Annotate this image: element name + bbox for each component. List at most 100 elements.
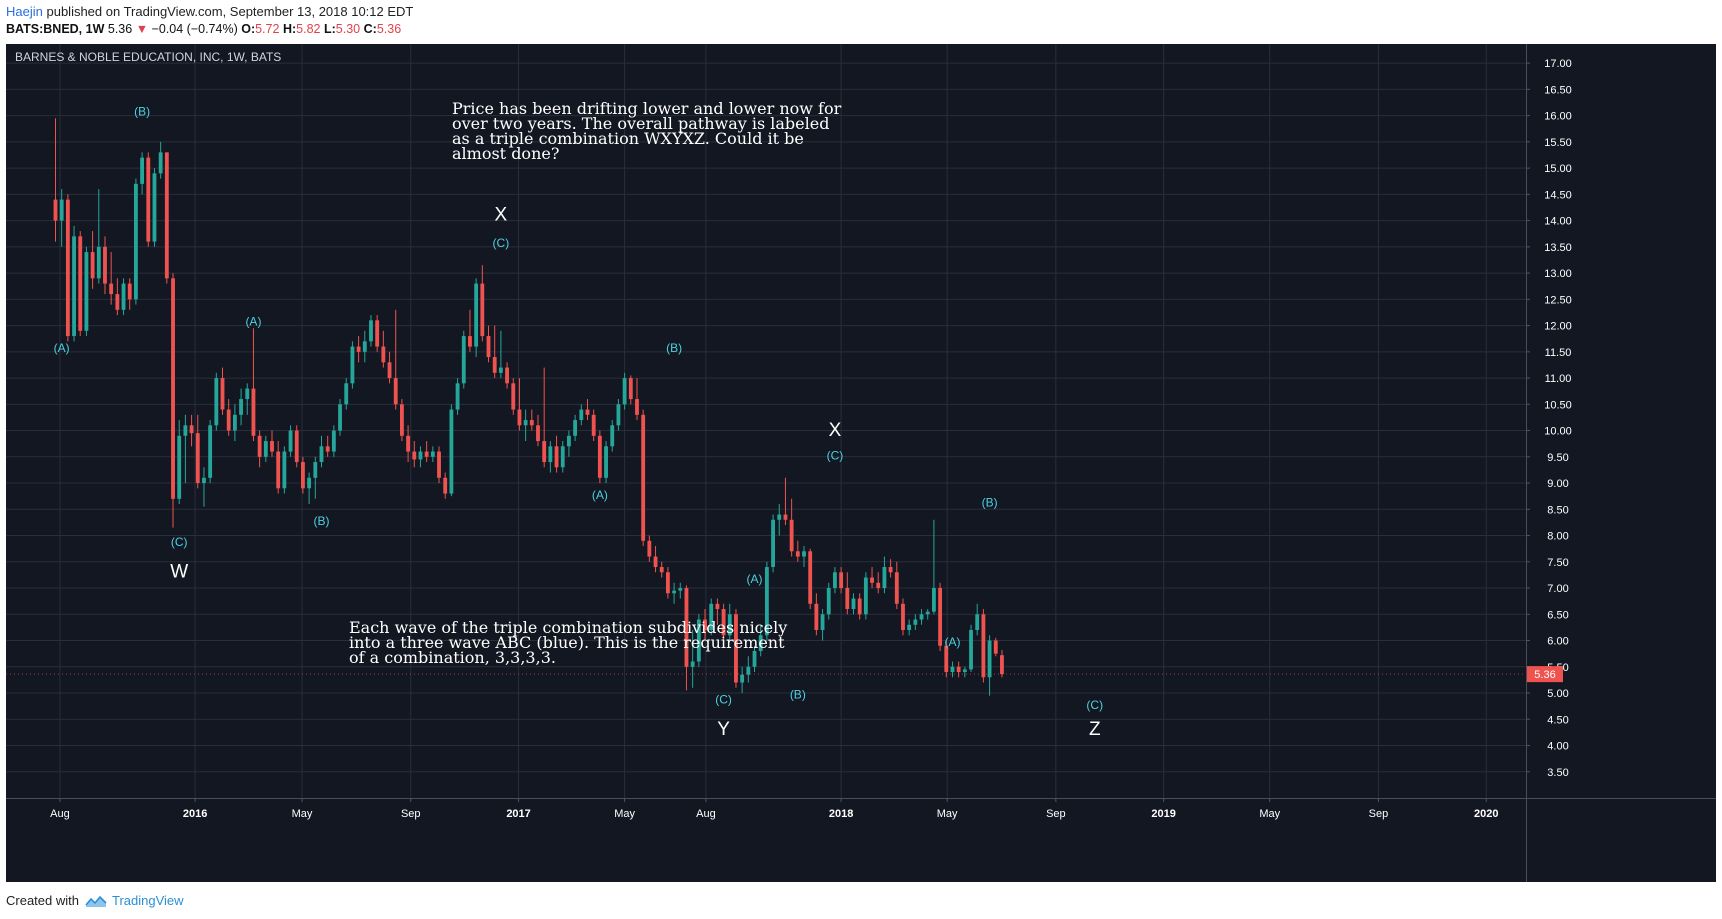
open-label: O:	[241, 22, 256, 36]
annotation-line: Each wave of the triple combination subd…	[349, 618, 787, 637]
candle-body	[202, 477, 206, 484]
x-tick-label: May	[292, 808, 313, 820]
wave-label-minor: (C)	[493, 236, 510, 250]
candle-body	[863, 577, 868, 615]
high-value: 5.82	[296, 22, 321, 36]
candle-body	[387, 362, 392, 379]
candle-body	[616, 404, 621, 426]
y-tick-label: 4.50	[1547, 714, 1568, 726]
candle-body	[307, 477, 312, 489]
candle-body	[876, 582, 881, 589]
candle-body	[703, 619, 707, 631]
candle-body	[777, 514, 782, 520]
x-tick-label: 2016	[183, 808, 207, 820]
candle-body	[171, 278, 175, 499]
candle-body	[740, 674, 745, 683]
candle-body	[969, 630, 973, 670]
price-chart[interactable]: (A) (B) (C) W (A) (B) (C) X (A) (B) (C) Y (A) (B) (C) X…	[6, 44, 1716, 882]
y-tick-label: 16.00	[1544, 111, 1572, 123]
candle-body	[573, 420, 578, 436]
candle-body	[344, 383, 349, 405]
candle-body	[486, 336, 491, 358]
y-tick-label: 4.00	[1547, 741, 1568, 753]
candle-body	[183, 425, 188, 436]
annotation-line: Price has been drifting lower and lower …	[452, 99, 842, 118]
candle-body	[517, 409, 522, 426]
candle-body	[103, 246, 107, 284]
y-tick-label: 16.50	[1544, 84, 1572, 96]
wave-label-minor: (C)	[171, 535, 188, 549]
wave-label-minor: (C)	[1086, 698, 1103, 712]
low-value: 5.30	[335, 22, 361, 36]
candle-body	[795, 551, 800, 557]
author-link[interactable]: Haejin	[6, 4, 43, 19]
candle-body	[752, 651, 757, 667]
candle-body	[597, 435, 602, 478]
candle-body	[554, 446, 559, 468]
candle-body	[399, 404, 404, 436]
annotation-note-top: Price has been drifting lower and lower …	[452, 99, 842, 163]
candle-body	[975, 614, 980, 631]
candle-body	[369, 320, 373, 342]
wave-label-minor: (C)	[715, 693, 732, 707]
y-tick-label: 14.50	[1544, 189, 1572, 201]
chart-frame[interactable]: (A) (B) (C) W (A) (B) (C) X (A) (B) (C) Y (A) (B) (C) X…	[6, 44, 1716, 882]
candle-body	[263, 441, 268, 457]
candle-body	[72, 236, 76, 337]
candle-body	[635, 399, 639, 415]
candle-body	[857, 598, 862, 615]
candle-body	[331, 430, 336, 452]
candle-body	[78, 236, 83, 331]
candle-body	[839, 572, 844, 589]
candle-body	[734, 614, 738, 683]
wave-label-minor: (B)	[666, 341, 682, 355]
price-change: −0.04 (−0.74%)	[151, 22, 238, 36]
candle-body	[820, 614, 825, 631]
candle-body	[771, 519, 775, 568]
candle-body	[610, 425, 615, 447]
candle-body	[919, 614, 924, 620]
symbol-label: BATS:BNED, 1W	[6, 22, 105, 36]
candle-body	[443, 477, 448, 494]
candle-body	[214, 378, 219, 426]
candle-body	[381, 346, 386, 363]
candle-body	[140, 157, 145, 184]
y-tick-label: 12.00	[1544, 321, 1572, 333]
price-axis[interactable]: 3.504.004.505.005.506.006.507.007.508.00…	[6, 44, 1572, 882]
candle-body	[511, 383, 516, 410]
y-tick-label: 15.00	[1544, 163, 1572, 175]
wave-label-minor: (A)	[747, 572, 763, 586]
candle-body	[746, 666, 751, 675]
candle-body	[449, 409, 454, 494]
x-tick-label: Aug	[50, 808, 70, 820]
publish-info: Haejin published on TradingView.com, Sep…	[6, 4, 413, 19]
candle-body	[696, 619, 701, 662]
candle-body	[894, 572, 899, 604]
candle-body	[59, 199, 64, 221]
y-tick-label: 17.00	[1544, 58, 1572, 70]
candle-body	[641, 414, 646, 541]
candle-body	[653, 556, 658, 568]
candle-body	[239, 399, 243, 415]
time-axis[interactable]: Aug 2016 May Sep 2017 May Aug 2018 May Sep 2019 May…	[6, 798, 1716, 820]
candle-body	[498, 367, 503, 373]
candle-body	[146, 157, 151, 242]
wave-label-major: X	[829, 420, 842, 441]
wave-label-minor: (A)	[592, 488, 608, 502]
candle-body	[152, 173, 157, 242]
candle-body	[783, 514, 788, 520]
candle-body	[319, 446, 324, 463]
candle-body	[548, 446, 553, 463]
candle-body	[789, 519, 794, 552]
wave-label-minor: (B)	[790, 687, 806, 701]
candle-body	[690, 661, 695, 667]
candle-body	[424, 451, 429, 457]
chart-title: BARNES & NOBLE EDUCATION, INC, 1W, BATS	[15, 50, 281, 64]
candle-body	[560, 446, 565, 468]
y-tick-label: 11.50	[1545, 347, 1572, 359]
candle-body	[944, 645, 949, 673]
candle-body	[375, 320, 380, 347]
candle-body	[882, 567, 887, 589]
tradingview-brand[interactable]: TradingView	[85, 893, 184, 908]
candle-body	[474, 283, 479, 347]
